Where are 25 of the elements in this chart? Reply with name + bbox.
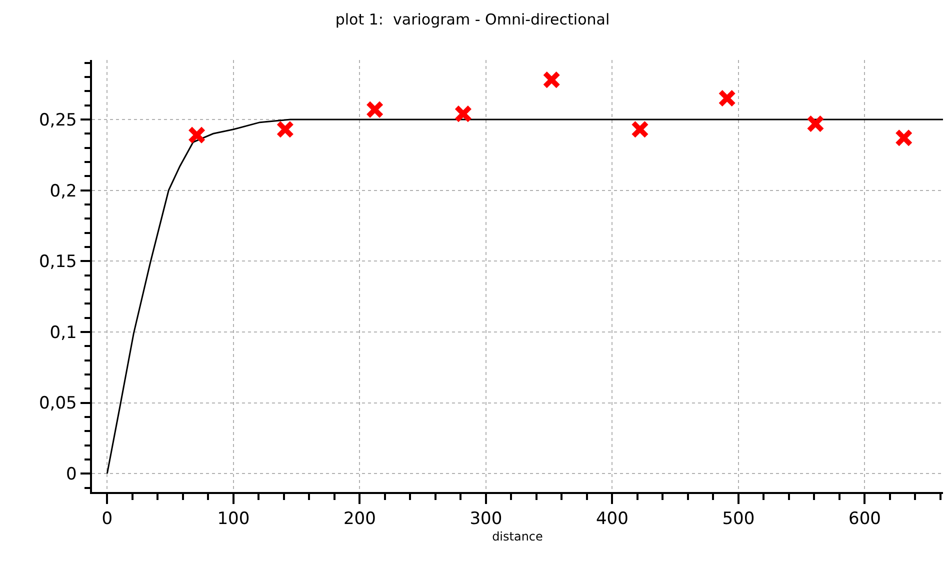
line-series [106, 118, 943, 474]
chart-title: plot 1: variogram - Omni-directional [335, 10, 610, 29]
x-tick-label: 300 [470, 509, 502, 530]
x-tick-label: 400 [596, 509, 628, 530]
point [630, 120, 649, 138]
point [894, 128, 913, 147]
x-tick-label: 200 [343, 509, 376, 530]
y-tick-label: 0,2 [50, 181, 77, 202]
point [366, 100, 384, 119]
x-axis-title: distance [492, 530, 543, 544]
point [718, 89, 736, 108]
point [542, 70, 561, 89]
y-tick-label: 0,1 [50, 322, 77, 343]
y-tick-label: 0 [66, 464, 77, 485]
point [806, 114, 824, 133]
x-tick-label: 500 [722, 509, 755, 530]
point [276, 120, 294, 138]
y-tick-label: 0,15 [38, 252, 77, 272]
point [454, 104, 472, 123]
y-tick-label: 0,25 [38, 110, 77, 130]
x-tick-label: 100 [217, 509, 250, 530]
point [188, 126, 206, 144]
y-tick-label: 0,05 [38, 394, 77, 414]
x-tick-label: 0 [102, 509, 113, 530]
x-tick-label: 600 [848, 509, 881, 530]
